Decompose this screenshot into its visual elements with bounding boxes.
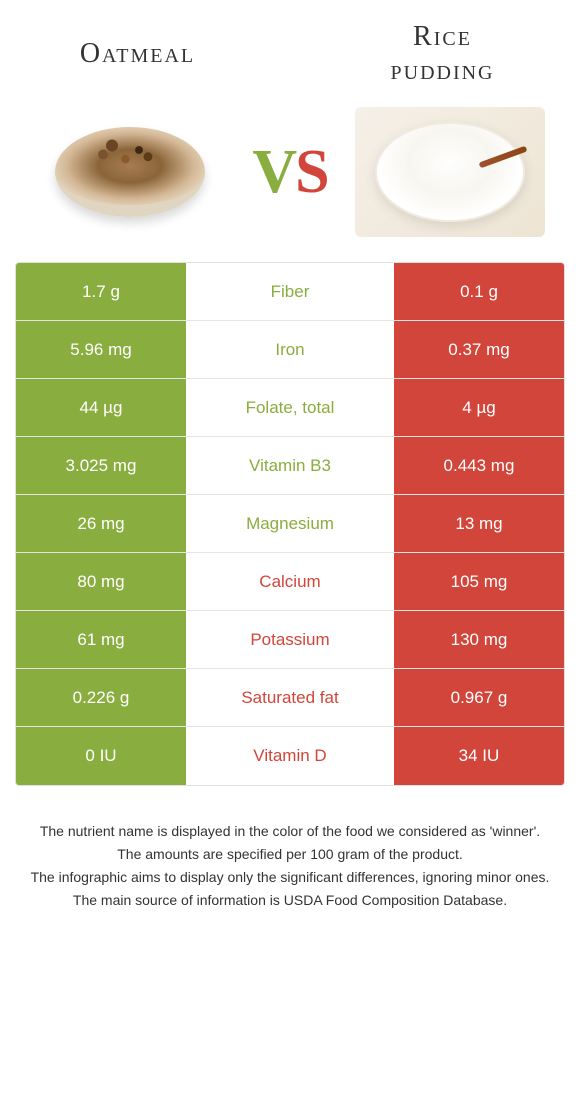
left-value: 26 mg xyxy=(16,495,186,552)
oatmeal-title: Oatmeal xyxy=(15,38,260,70)
table-row: 0 IUVitamin D34 IU xyxy=(16,727,564,785)
right-value: 105 mg xyxy=(394,553,564,610)
table-row: 44 µgFolate, total4 µg xyxy=(16,379,564,437)
footer-line-1: The nutrient name is displayed in the co… xyxy=(25,821,555,842)
table-row: 61 mgPotassium130 mg xyxy=(16,611,564,669)
nutrient-label: Magnesium xyxy=(186,495,394,552)
left-value: 0 IU xyxy=(16,727,186,785)
nutrient-label: Vitamin B3 xyxy=(186,437,394,494)
left-value: 3.025 mg xyxy=(16,437,186,494)
vs-s: S xyxy=(295,138,327,206)
vs-v: V xyxy=(252,138,295,206)
nutrient-label: Calcium xyxy=(186,553,394,610)
infographic-container: Oatmeal Rice pudding VS 1.7 gFiber0.1 g5… xyxy=(0,0,580,911)
table-row: 26 mgMagnesium13 mg xyxy=(16,495,564,553)
left-value: 61 mg xyxy=(16,611,186,668)
rice-title-2: pudding xyxy=(320,54,565,88)
right-food-title: Rice pudding xyxy=(320,20,565,87)
left-food-title: Oatmeal xyxy=(15,38,260,70)
rice-title-1: Rice xyxy=(320,20,565,54)
right-value: 0.443 mg xyxy=(394,437,564,494)
table-row: 5.96 mgIron0.37 mg xyxy=(16,321,564,379)
rice-pudding-image xyxy=(355,107,545,237)
right-value: 0.1 g xyxy=(394,263,564,320)
vs-label: VS xyxy=(252,137,327,208)
nutrient-table: 1.7 gFiber0.1 g5.96 mgIron0.37 mg44 µgFo… xyxy=(15,262,565,786)
left-value: 5.96 mg xyxy=(16,321,186,378)
right-value: 34 IU xyxy=(394,727,564,785)
oatmeal-bowl-icon xyxy=(55,127,205,217)
footer-line-2: The amounts are specified per 100 gram o… xyxy=(25,844,555,865)
left-value: 0.226 g xyxy=(16,669,186,726)
left-value: 1.7 g xyxy=(16,263,186,320)
table-row: 1.7 gFiber0.1 g xyxy=(16,263,564,321)
table-row: 3.025 mgVitamin B30.443 mg xyxy=(16,437,564,495)
image-row: VS xyxy=(15,107,565,237)
left-value: 44 µg xyxy=(16,379,186,436)
header: Oatmeal Rice pudding xyxy=(15,20,565,87)
right-value: 4 µg xyxy=(394,379,564,436)
nutrient-label: Saturated fat xyxy=(186,669,394,726)
nutrient-label: Vitamin D xyxy=(186,727,394,785)
right-value: 0.967 g xyxy=(394,669,564,726)
right-value: 13 mg xyxy=(394,495,564,552)
nutrient-label: Potassium xyxy=(186,611,394,668)
table-row: 80 mgCalcium105 mg xyxy=(16,553,564,611)
nutrient-label: Iron xyxy=(186,321,394,378)
nutrient-label: Fiber xyxy=(186,263,394,320)
footer-notes: The nutrient name is displayed in the co… xyxy=(15,821,565,911)
footer-line-4: The main source of information is USDA F… xyxy=(25,890,555,911)
oatmeal-image xyxy=(35,107,225,237)
rice-bowl-icon xyxy=(375,122,525,222)
right-value: 0.37 mg xyxy=(394,321,564,378)
nutrient-label: Folate, total xyxy=(186,379,394,436)
table-row: 0.226 gSaturated fat0.967 g xyxy=(16,669,564,727)
left-value: 80 mg xyxy=(16,553,186,610)
right-value: 130 mg xyxy=(394,611,564,668)
footer-line-3: The infographic aims to display only the… xyxy=(25,867,555,888)
